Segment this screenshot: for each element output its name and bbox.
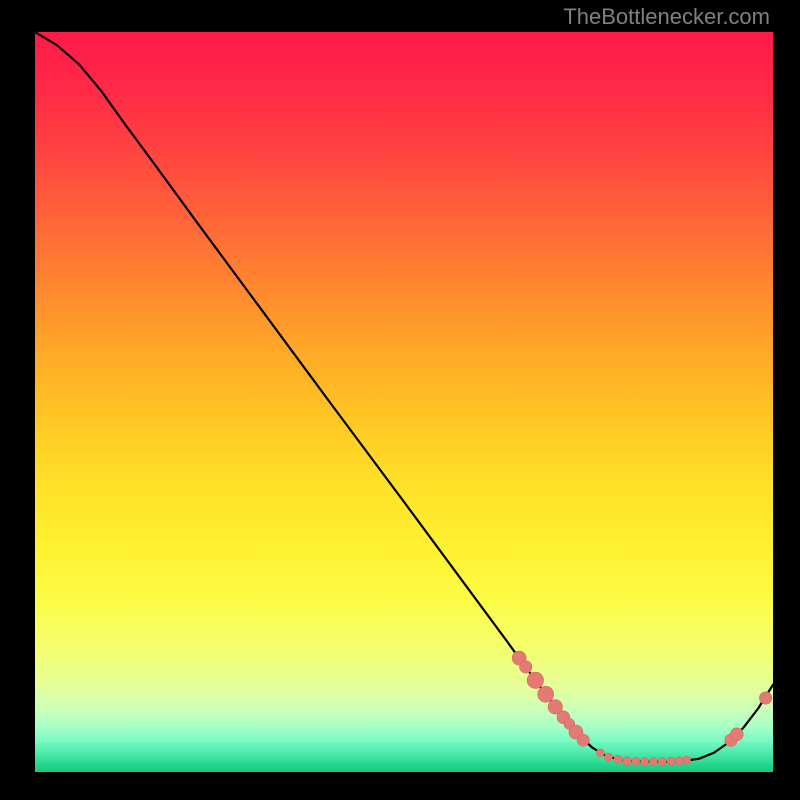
data-marker [596,749,604,757]
bottleneck-curve [35,32,773,762]
data-marker [520,661,532,673]
data-marker [577,734,589,746]
plot-area [35,32,773,772]
data-marker [527,672,543,688]
stage: TheBottlenecker.com [0,0,800,800]
data-marker [614,755,622,763]
data-marker [632,757,640,765]
data-marker [658,757,666,765]
data-marker [667,757,675,765]
data-marker [730,728,743,741]
data-marker [759,692,771,704]
data-marker [604,753,612,761]
chart-svg [35,32,773,772]
data-marker [538,686,554,702]
data-marker [649,757,657,765]
data-marker [683,756,691,764]
data-marker [641,757,649,765]
attribution-text: TheBottlenecker.com [563,4,770,30]
data-marker [675,757,683,765]
data-marker [623,757,631,765]
marker-group [512,651,772,765]
